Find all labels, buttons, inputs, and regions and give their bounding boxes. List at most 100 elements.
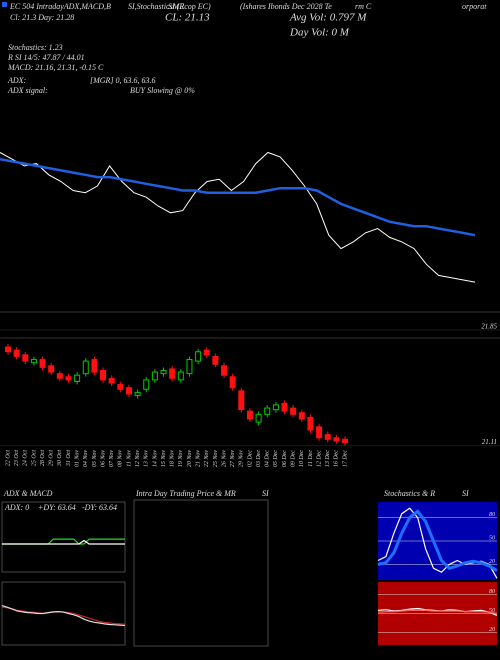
y-tick-label: 50 xyxy=(489,608,495,614)
indicator-line xyxy=(1,605,126,627)
annotation: SI (Ecop EC) xyxy=(168,2,211,11)
x-tick-label: 13 Dec xyxy=(325,450,331,467)
candle-body xyxy=(177,371,184,381)
x-tick-label: 18 Nov xyxy=(170,450,176,468)
candle-body xyxy=(307,416,314,431)
panel-title: SI xyxy=(462,489,469,498)
x-tick-label: 06 Nov xyxy=(100,450,106,468)
x-tick-label: 30 Oct xyxy=(57,450,63,467)
x-tick-label: 25 Oct xyxy=(31,450,37,466)
legend-swatch xyxy=(2,2,7,7)
candle-body xyxy=(143,379,150,390)
panel-frame xyxy=(1,501,126,573)
candle-body xyxy=(246,410,253,420)
x-tick-label: 04 Nov xyxy=(82,450,89,468)
y-tick-label: 20 xyxy=(489,627,495,633)
x-tick-label: 20 Nov xyxy=(187,450,193,468)
y-tick-label: 80 xyxy=(489,589,495,595)
candle-body xyxy=(74,374,81,382)
x-tick-label: 29 Nov xyxy=(239,450,245,468)
x-tick-label: 12 Dec xyxy=(316,450,322,467)
candle-body xyxy=(195,351,202,362)
adx-label: ADX: 0 xyxy=(4,503,29,512)
annotation: Cl: 21.3 Day: 21.28 xyxy=(10,13,74,22)
x-tick-label: 05 Dec xyxy=(273,450,279,467)
candle-body xyxy=(13,349,20,357)
x-tick-label: 15 Nov xyxy=(161,450,167,468)
panel-title: SI xyxy=(262,489,269,498)
x-tick-label: 29 Oct xyxy=(49,450,55,466)
indicator-line xyxy=(377,609,498,615)
candle-body xyxy=(290,407,297,415)
price-line xyxy=(0,151,476,283)
x-tick-label: 24 Oct xyxy=(22,450,29,466)
x-tick-label: 14 Nov xyxy=(151,450,158,468)
annotation: (Ishares Ibonds Dec 2028 Te xyxy=(240,2,332,11)
annotation: EC 504 IntradayADX,MACD,B xyxy=(9,2,111,11)
x-tick-label: 08 Nov xyxy=(118,450,124,468)
panel-title: Intra Day Trading Price & MR xyxy=(135,489,236,498)
annotation: Avg Vol: 0.797 M xyxy=(289,12,367,24)
candle-body xyxy=(5,346,11,353)
x-tick-label: 07 Nov xyxy=(109,450,115,468)
x-tick-label: 21 Nov xyxy=(195,450,201,468)
adx-label: +DY: 63.64 xyxy=(38,503,76,512)
x-tick-label: 17 Dec xyxy=(342,450,348,467)
x-tick-label: 03 Dec xyxy=(256,450,262,467)
candle-body xyxy=(186,359,193,375)
candle-body xyxy=(212,355,219,365)
annotation: R SI 14/5: 47.87 / 44.01 xyxy=(7,53,85,62)
indicator-line xyxy=(377,509,498,572)
x-tick-label: 16 Dec xyxy=(334,450,340,467)
y-tick-label: 21.11 xyxy=(482,438,497,446)
panel-title: Stochastics & R xyxy=(384,489,435,498)
candle-body xyxy=(134,391,141,397)
x-tick-label: 02 Dec xyxy=(247,450,253,467)
y-tick-label: 20 xyxy=(489,559,495,565)
candle-body xyxy=(82,360,89,375)
x-tick-label: 19 Nov xyxy=(178,450,184,468)
panel-frame xyxy=(133,499,269,647)
x-tick-label: 26 Nov xyxy=(221,450,227,468)
annotation: CL: 21.13 xyxy=(165,12,210,24)
y-tick-label: 80 xyxy=(489,512,495,518)
annotation: BUY Slowing @ 0% xyxy=(130,86,195,95)
candle-body xyxy=(117,384,124,390)
candle-body xyxy=(39,359,46,368)
x-tick-label: 23 Oct xyxy=(14,450,20,466)
candle-body xyxy=(100,370,107,381)
adx-label: -DY: 63.64 xyxy=(82,503,117,512)
candle-body xyxy=(30,359,37,364)
y-tick-label: 21.85 xyxy=(481,322,497,330)
candle-body xyxy=(272,404,279,411)
candle-body xyxy=(65,376,72,381)
x-tick-label: 11 Dec xyxy=(308,450,314,467)
annotation: ADX: xyxy=(7,76,27,85)
x-tick-label: 25 Nov xyxy=(213,450,219,468)
x-tick-label: 22 Nov xyxy=(204,450,210,468)
x-tick-label: 01 Nov xyxy=(75,450,81,468)
candle-body xyxy=(298,412,305,420)
annotation: [MGR] 0, 63.6, 63.6 xyxy=(90,76,156,85)
candle-body xyxy=(125,387,132,395)
annotation: SI,StochasticsMR xyxy=(128,2,184,11)
annotation: ADX signal: xyxy=(7,86,48,95)
x-tick-label: 06 Dec xyxy=(282,450,288,467)
annotation: orporat xyxy=(462,2,487,11)
candle-body xyxy=(203,349,210,356)
candle-body xyxy=(255,413,262,423)
candle-body xyxy=(229,376,236,389)
indicator-line xyxy=(2,539,125,545)
panel-frame xyxy=(1,581,126,646)
annotation: Day Vol: 0 M xyxy=(289,27,350,39)
candle-body xyxy=(108,377,115,384)
x-tick-label: 12 Nov xyxy=(135,450,141,468)
x-tick-label: 10 Dec xyxy=(299,450,305,467)
candle-body xyxy=(264,407,271,415)
x-tick-label: 05 Nov xyxy=(92,450,98,468)
candle-body xyxy=(169,368,176,379)
candle-body xyxy=(221,365,228,376)
candle-body xyxy=(151,371,158,381)
x-tick-label: 31 Oct xyxy=(66,450,72,467)
